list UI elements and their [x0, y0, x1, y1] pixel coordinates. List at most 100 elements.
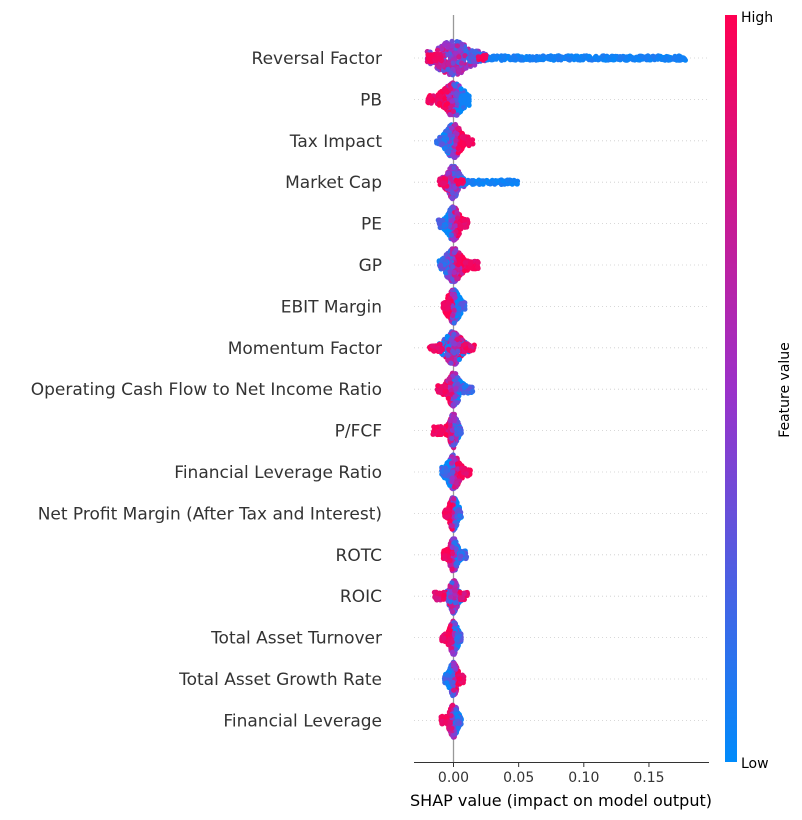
- shap-point: [453, 546, 459, 552]
- shap-point: [445, 395, 451, 401]
- shap-point: [461, 384, 467, 390]
- shap-point: [449, 479, 455, 485]
- shap-point: [619, 54, 625, 61]
- shap-point: [526, 55, 533, 61]
- shap-point: [455, 150, 461, 156]
- shap-point: [454, 112, 460, 118]
- shap-point: [457, 171, 463, 177]
- shap-point: [470, 388, 476, 394]
- shap-point: [610, 57, 617, 63]
- shap-point: [453, 247, 459, 253]
- shap-point: [639, 54, 645, 60]
- shap-point: [444, 352, 450, 358]
- shap-point: [453, 385, 459, 391]
- shap-point: [455, 145, 461, 151]
- feature-row-points: [425, 80, 472, 118]
- shap-point: [447, 212, 454, 218]
- shap-point: [454, 131, 460, 137]
- shap-point: [443, 102, 449, 108]
- shap-point: [452, 50, 459, 56]
- shap-point: [443, 270, 449, 276]
- shap-point: [459, 60, 465, 66]
- shap-point: [586, 53, 592, 59]
- shap-point: [575, 56, 581, 62]
- shap-point: [457, 513, 463, 519]
- shap-point: [459, 41, 465, 47]
- shap-point: [655, 56, 661, 62]
- shap-point: [449, 218, 455, 224]
- shap-point: [436, 64, 442, 70]
- shap-point: [504, 177, 510, 183]
- shap-point: [456, 305, 462, 311]
- shap-point: [450, 402, 456, 408]
- shap-point: [438, 385, 444, 391]
- shap-point: [645, 53, 651, 60]
- shap-point: [460, 104, 466, 110]
- shap-point: [470, 58, 476, 64]
- shap-point: [449, 460, 455, 466]
- shap-point: [596, 55, 603, 61]
- shap-point: [447, 502, 453, 508]
- shap-point: [461, 390, 467, 396]
- shap-point: [454, 39, 460, 45]
- shap-point: [466, 265, 472, 271]
- shap-point: [455, 466, 461, 472]
- shap-point: [455, 262, 461, 268]
- shap-point: [457, 48, 463, 54]
- shap-point: [445, 66, 451, 72]
- shap-point: [450, 60, 456, 66]
- shap-point: [447, 132, 453, 139]
- shap-point: [450, 205, 457, 211]
- shap-point: [439, 141, 446, 147]
- shap-point: [457, 107, 463, 113]
- shap-point: [501, 54, 507, 60]
- shap-point: [450, 276, 456, 282]
- shap-point: [454, 560, 460, 566]
- shap-point: [454, 276, 460, 282]
- shap-point: [446, 376, 452, 382]
- shap-point: [450, 348, 456, 354]
- shap-point: [535, 57, 542, 63]
- shap-point: [451, 307, 457, 313]
- shap-point: [444, 89, 450, 95]
- shap-point: [451, 165, 457, 171]
- shap-point: [444, 333, 450, 339]
- shap-point: [463, 554, 470, 560]
- shap-point: [447, 518, 453, 524]
- shap-point: [475, 54, 481, 60]
- shap-point: [455, 381, 461, 387]
- shap-point: [443, 432, 449, 438]
- shap-point: [449, 544, 455, 551]
- shap-point: [442, 134, 448, 140]
- shap-point: [462, 268, 468, 274]
- shap-point: [461, 135, 467, 141]
- shap-point: [443, 514, 449, 520]
- shap-point: [450, 469, 456, 475]
- shap-point: [449, 435, 455, 441]
- shap-point: [456, 257, 462, 263]
- shap-point: [461, 97, 467, 103]
- shap-point: [452, 588, 458, 594]
- shap-point: [449, 195, 455, 201]
- feature-row-points: [424, 38, 689, 78]
- shap-point: [437, 137, 443, 143]
- shap-point: [445, 52, 451, 58]
- shap-point: [681, 55, 687, 61]
- shap-point: [449, 550, 456, 557]
- shap-point: [447, 269, 453, 275]
- shap-point: [455, 126, 461, 132]
- shap-point: [461, 141, 467, 147]
- shap-point: [564, 56, 570, 62]
- shap-point: [462, 92, 468, 99]
- shap-point: [445, 148, 451, 154]
- shap-point: [454, 92, 460, 98]
- shap-point: [606, 56, 612, 62]
- shap-point: [457, 180, 463, 186]
- shap-point: [460, 302, 466, 308]
- shap-point: [438, 346, 445, 353]
- shap-point: [448, 594, 454, 600]
- shap-point: [453, 580, 459, 586]
- shap-point: [463, 471, 469, 477]
- shap-point: [449, 523, 455, 529]
